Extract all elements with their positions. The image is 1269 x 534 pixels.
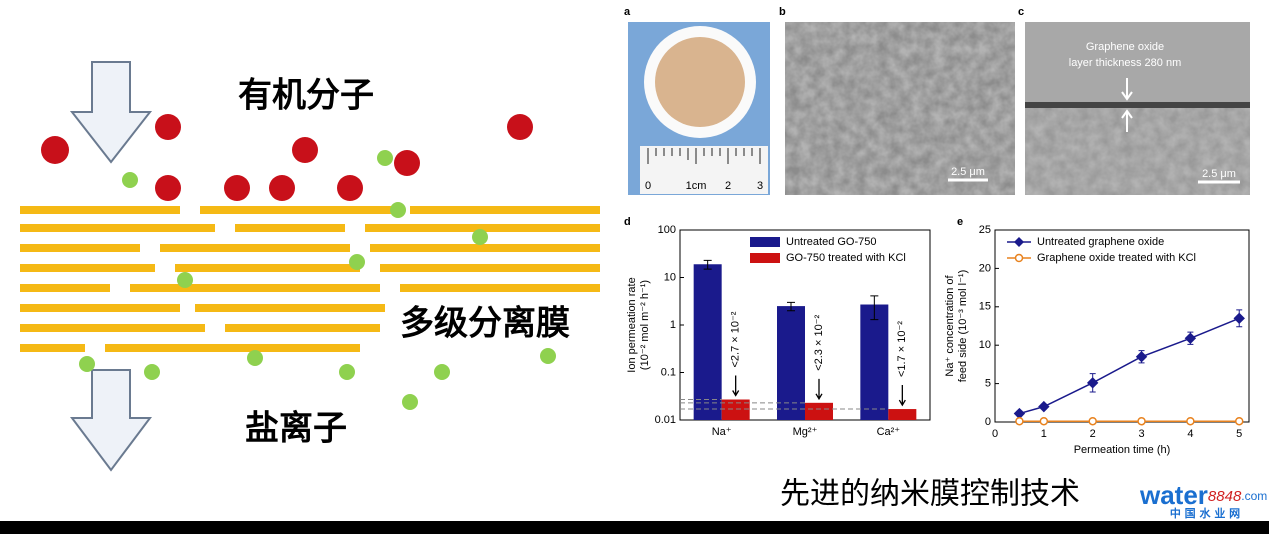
ruler-label: 0 bbox=[645, 180, 651, 192]
x-tick-label: 5 bbox=[1236, 428, 1242, 440]
y-tick-label: 25 bbox=[979, 224, 991, 236]
marker bbox=[1086, 377, 1099, 389]
logo-word: water bbox=[1139, 480, 1208, 510]
marker bbox=[1234, 416, 1244, 426]
marker bbox=[1186, 416, 1195, 426]
photo-a: a 0 1cm 2 3 bbox=[624, 6, 770, 195]
scale-bar-label: 2.5 μm bbox=[1202, 168, 1236, 180]
y-tick-label: 20 bbox=[979, 262, 991, 274]
photo-b: b 2.5 μm bbox=[779, 6, 1015, 195]
bar bbox=[721, 399, 750, 420]
error-bar bbox=[703, 259, 712, 270]
x-tick-label: Mg²⁺ bbox=[793, 426, 818, 438]
annotation: layer thickness 280 nm bbox=[1069, 57, 1182, 69]
y-tick-label: 1 bbox=[670, 319, 676, 331]
legend-swatch bbox=[750, 253, 780, 263]
x-tick-label: 0 bbox=[992, 428, 998, 440]
bottom-bar bbox=[0, 521, 1269, 534]
legend-label: Graphene oxide treated with KCl bbox=[1037, 252, 1196, 264]
value-arrow bbox=[898, 385, 906, 407]
logo-number: 8848 bbox=[1208, 488, 1242, 505]
organic-label: 有机分子 bbox=[238, 76, 374, 116]
bar bbox=[860, 304, 889, 420]
panel-letter: e bbox=[957, 216, 963, 228]
y-tick-label: 15 bbox=[979, 301, 991, 313]
value-label: <2.7 × 10⁻² bbox=[730, 311, 742, 367]
x-tick-label: Na⁺ bbox=[712, 426, 732, 438]
marker bbox=[1015, 416, 1024, 426]
legend-marker bbox=[1014, 237, 1024, 247]
y-tick-label: 0.1 bbox=[661, 366, 676, 378]
value-arrow bbox=[815, 378, 823, 401]
membrane-diagram: 有机分子 多级分离膜 盐离子 bbox=[20, 61, 600, 472]
y-tick-label: 5 bbox=[985, 378, 991, 390]
y-tick-label: 0 bbox=[985, 416, 991, 428]
bar bbox=[805, 402, 833, 420]
marker bbox=[1233, 312, 1245, 325]
legend-swatch bbox=[750, 237, 780, 247]
ruler-label: 3 bbox=[757, 180, 763, 192]
membrane-layers bbox=[20, 206, 600, 352]
y-axis-label: Na⁺ concentration of bbox=[944, 274, 956, 376]
organic-molecules bbox=[41, 114, 533, 201]
y-axis-label: feed side (10⁻³ mol l⁻¹) bbox=[957, 270, 969, 382]
error-bar bbox=[787, 301, 795, 312]
logo: water8848.com bbox=[1139, 480, 1267, 510]
marker bbox=[1137, 416, 1146, 426]
legend-label: Untreated GO-750 bbox=[786, 236, 877, 248]
y-tick-label: 10 bbox=[664, 271, 676, 283]
marker bbox=[1184, 332, 1197, 344]
value-arrow bbox=[732, 375, 740, 397]
x-tick-label: 2 bbox=[1090, 428, 1096, 440]
y-axis-label: (10⁻² mol m⁻² h⁻¹) bbox=[639, 280, 651, 370]
membrane-label: 多级分离膜 bbox=[400, 304, 570, 344]
error-bar bbox=[870, 295, 879, 321]
legend-label: Untreated graphene oxide bbox=[1037, 236, 1164, 248]
y-tick-label: 10 bbox=[979, 339, 991, 351]
value-label: <2.3 × 10⁻² bbox=[813, 315, 825, 371]
panel-letter: d bbox=[624, 216, 631, 228]
panel-letter: c bbox=[1018, 6, 1024, 18]
y-tick-label: 100 bbox=[658, 224, 676, 236]
legend-marker bbox=[1014, 253, 1024, 263]
outflow-arrow bbox=[70, 369, 152, 472]
legend-label: GO-750 treated with KCl bbox=[786, 252, 906, 264]
panel-letter: b bbox=[779, 6, 786, 18]
y-tick-label: 0.01 bbox=[655, 414, 676, 426]
x-tick-label: 1 bbox=[1041, 428, 1047, 440]
marker bbox=[1088, 416, 1097, 426]
bar bbox=[693, 264, 722, 420]
y-axis-label: Ion permeation rate bbox=[626, 277, 638, 372]
salt-ions bbox=[79, 150, 556, 410]
ruler-label: 2 bbox=[725, 180, 731, 192]
value-label: <1.7 × 10⁻² bbox=[896, 321, 908, 377]
annotation: Graphene oxide bbox=[1086, 41, 1164, 53]
x-tick-label: Ca²⁺ bbox=[877, 426, 901, 438]
ruler-label: 1cm bbox=[686, 180, 707, 192]
marker bbox=[1039, 416, 1049, 426]
panel-letter: a bbox=[624, 6, 631, 18]
scale-bar-label: 2.5 μm bbox=[951, 166, 985, 178]
inflow-arrow bbox=[69, 61, 153, 164]
marker bbox=[1038, 400, 1050, 413]
logo-domain: .com bbox=[1241, 489, 1267, 503]
x-tick-label: 3 bbox=[1138, 428, 1144, 440]
site-name: 中 国 水 业 网 bbox=[1170, 506, 1240, 520]
x-tick-label: 4 bbox=[1187, 428, 1193, 440]
salt-label: 盐离子 bbox=[245, 409, 347, 449]
x-axis-label: Permeation time (h) bbox=[1074, 444, 1171, 456]
plot-frame bbox=[994, 229, 1250, 423]
marker bbox=[1135, 351, 1148, 363]
footer-title: 先进的纳米膜控制技术 bbox=[780, 477, 1080, 512]
photo-c: c Graphene oxide layer thickness 280 nm … bbox=[1018, 6, 1250, 195]
bar bbox=[888, 409, 917, 420]
bar bbox=[777, 306, 805, 420]
